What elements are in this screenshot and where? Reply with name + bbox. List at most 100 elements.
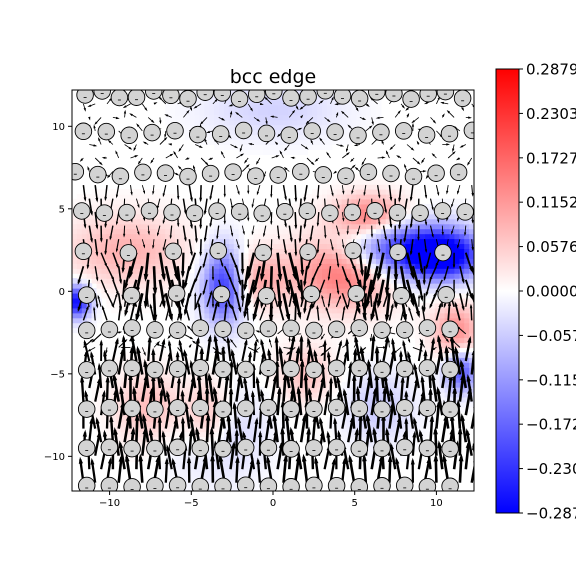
heat-cell: [317, 317, 323, 324]
arrow-head: [209, 289, 213, 295]
heat-cell: [248, 253, 254, 259]
heat-cell: [375, 193, 382, 200]
heat-cell: [268, 243, 274, 250]
heat-cell: [243, 317, 250, 324]
heat-cell: [297, 367, 304, 373]
heat-cell: [277, 114, 284, 121]
heat-cell: [297, 213, 304, 220]
heat-cell: [312, 312, 318, 319]
heat-cell: [380, 268, 387, 274]
heat-cell: [204, 109, 210, 116]
heat-cell: [121, 436, 127, 443]
heat-cell: [405, 208, 411, 215]
heat-cell: [429, 263, 436, 269]
heat-cell: [145, 292, 152, 299]
heat-cell: [165, 431, 171, 438]
heat-cell: [194, 119, 201, 126]
heat-cell: [390, 223, 397, 230]
heat-cell: [145, 396, 152, 403]
arrow-head: [118, 440, 124, 449]
arrow-head: [152, 218, 155, 223]
heat-cell: [346, 109, 353, 116]
heat-cell: [405, 243, 411, 250]
heat-cell: [170, 357, 176, 363]
arrow-head: [221, 117, 226, 121]
heat-cell: [400, 218, 406, 225]
heat-cell: [184, 198, 191, 205]
heat-cell: [111, 248, 117, 254]
heat-cell: [111, 263, 117, 269]
heat-cell: [228, 307, 235, 314]
heat-cell: [346, 258, 353, 264]
heat-cell: [366, 312, 372, 319]
heat-cell: [336, 193, 343, 200]
heat-cell: [449, 278, 455, 284]
heat-cell: [400, 456, 406, 462]
heat-cell: [331, 109, 338, 116]
heat-cell: [248, 114, 254, 121]
heat-cell: [400, 258, 406, 264]
heat-cell: [297, 307, 304, 314]
heat-cell: [228, 139, 235, 146]
heat-cell: [307, 278, 313, 284]
heat-cell: [317, 377, 323, 383]
heat-cell: [454, 387, 460, 393]
heat-cell: [410, 233, 416, 240]
heat-cell: [424, 283, 431, 289]
heat-cell: [439, 337, 446, 344]
heat-cell: [341, 292, 348, 299]
heat-cell: [248, 109, 254, 116]
heat-cell: [292, 377, 299, 383]
heat-cell: [219, 233, 225, 240]
heat-cell: [86, 238, 93, 245]
heat-cell: [322, 312, 328, 319]
heat-cell: [424, 426, 431, 433]
heat-cell: [390, 233, 397, 240]
heat-cell: [263, 99, 269, 106]
heat-cell: [96, 198, 103, 205]
heat-cell: [469, 233, 474, 240]
heat-cell: [116, 263, 122, 269]
heat-cell: [429, 307, 436, 314]
arrow-head: [83, 197, 87, 202]
heat-cell: [405, 273, 411, 279]
heat-cell: [130, 233, 137, 240]
heat-cell: [282, 332, 289, 339]
heat-cell: [390, 367, 397, 373]
heat-cell: [444, 387, 451, 393]
heat-cell: [209, 263, 215, 269]
heat-cell: [469, 283, 474, 289]
heat-cell: [297, 297, 304, 304]
heat-cell: [214, 471, 220, 477]
heat-cell: [292, 352, 299, 358]
heat-cell: [179, 114, 186, 121]
heat-cell: [444, 238, 451, 245]
heat-cell: [454, 258, 460, 264]
heat-cell: [287, 342, 294, 349]
heat-cell: [253, 144, 259, 151]
arrow-head: [166, 444, 171, 452]
heat-cell: [307, 198, 313, 205]
heat-cell: [204, 248, 210, 254]
heat-cell: [233, 134, 240, 141]
heat-cell: [336, 377, 343, 383]
heat-cell: [356, 184, 362, 190]
heat-cell: [302, 149, 308, 155]
heat-cell: [454, 283, 460, 289]
heat-cell: [140, 288, 147, 294]
heat-cell: [317, 258, 323, 264]
heat-cell: [233, 337, 240, 344]
heat-cell: [302, 233, 308, 240]
heat-cell: [223, 238, 230, 245]
heat-cell: [375, 426, 382, 433]
arrow-head: [132, 385, 137, 394]
heat-cell: [258, 456, 264, 462]
heat-cell: [415, 416, 421, 423]
arrow-head: [169, 153, 174, 157]
heat-cell: [459, 322, 465, 329]
heat-cell: [459, 198, 465, 205]
heat-cell: [243, 292, 250, 299]
heat-cell: [116, 283, 122, 289]
heat-cell: [341, 184, 348, 190]
heat-cell: [424, 248, 431, 254]
